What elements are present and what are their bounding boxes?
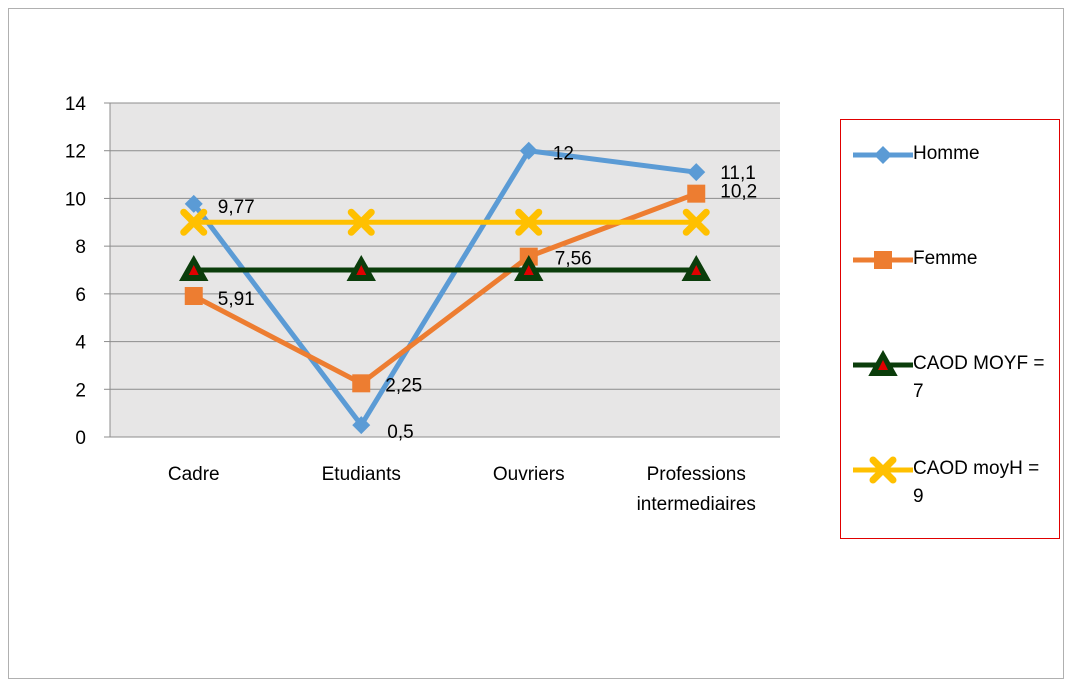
data-label: 7,56	[555, 249, 592, 270]
data-point	[682, 208, 710, 236]
data-point-inner	[691, 265, 702, 275]
y-tick-label: 14	[65, 94, 87, 115]
x-tick-label: Ouvriers	[493, 464, 565, 485]
series-caod-moyh-9	[180, 208, 710, 236]
series-caod-moyf-7	[179, 254, 711, 281]
data-point	[519, 141, 538, 160]
data-label: 12	[553, 144, 574, 165]
legend-marker	[874, 146, 892, 164]
y-tick-label: 4	[75, 333, 86, 354]
x-tick-label: Cadre	[168, 464, 220, 485]
data-point	[687, 184, 706, 203]
legend-label: Homme	[913, 143, 980, 164]
legend: Homme Femme CAOD MOYF = 7 CAOD moyH = 9	[840, 119, 1060, 539]
data-point	[687, 163, 706, 182]
data-point	[180, 208, 208, 236]
data-label: 9,77	[218, 197, 255, 218]
legend-item: CAOD MOYF = 7	[841, 350, 1061, 410]
y-tick-label: 10	[65, 189, 86, 210]
data-label: 5,91	[218, 289, 255, 310]
legend-marker	[874, 251, 892, 269]
legend-marker	[868, 350, 898, 376]
data-point	[352, 416, 371, 435]
data-label: 2,25	[385, 375, 422, 396]
x-tick-label: Etudiants	[322, 464, 401, 485]
data-point	[179, 254, 209, 281]
legend-label: Femme	[913, 248, 978, 269]
data-label: 11,1	[720, 163, 756, 184]
data-label: 0,5	[387, 422, 413, 443]
legend-item: Femme	[841, 245, 1061, 305]
data-point	[184, 287, 203, 306]
data-point-inner	[356, 265, 367, 275]
y-tick-label: 0	[75, 428, 86, 449]
x-tick-label: Professions intermediaires	[637, 464, 756, 515]
legend-item: Homme	[841, 140, 1061, 200]
data-point	[347, 208, 375, 236]
data-point	[346, 254, 376, 281]
legend-item: CAOD moyH = 9	[841, 455, 1061, 515]
legend-key	[853, 456, 913, 484]
legend-key	[853, 251, 913, 269]
data-point-inner	[523, 265, 534, 275]
data-point	[352, 374, 371, 393]
data-point	[514, 254, 544, 281]
legend-marker	[869, 456, 897, 484]
y-tick-label: 8	[75, 237, 86, 258]
data-point	[515, 208, 543, 236]
y-tick-label: 2	[75, 380, 86, 401]
data-point	[184, 194, 203, 213]
series-homme	[184, 141, 706, 435]
series-line	[191, 148, 697, 428]
legend-label: CAOD MOYF = 7	[913, 353, 1045, 402]
data-point-inner	[188, 265, 199, 275]
legend-marker-inner	[878, 360, 888, 370]
series-femme	[184, 184, 706, 393]
legend-label: CAOD moyH = 9	[913, 458, 1040, 507]
series-line	[192, 191, 698, 386]
legend-key	[853, 146, 913, 164]
legend-key	[853, 350, 913, 376]
data-label: 10,2	[720, 182, 757, 203]
data-point	[681, 254, 711, 281]
y-tick-label: 6	[75, 285, 86, 306]
y-tick-label: 12	[65, 142, 86, 163]
